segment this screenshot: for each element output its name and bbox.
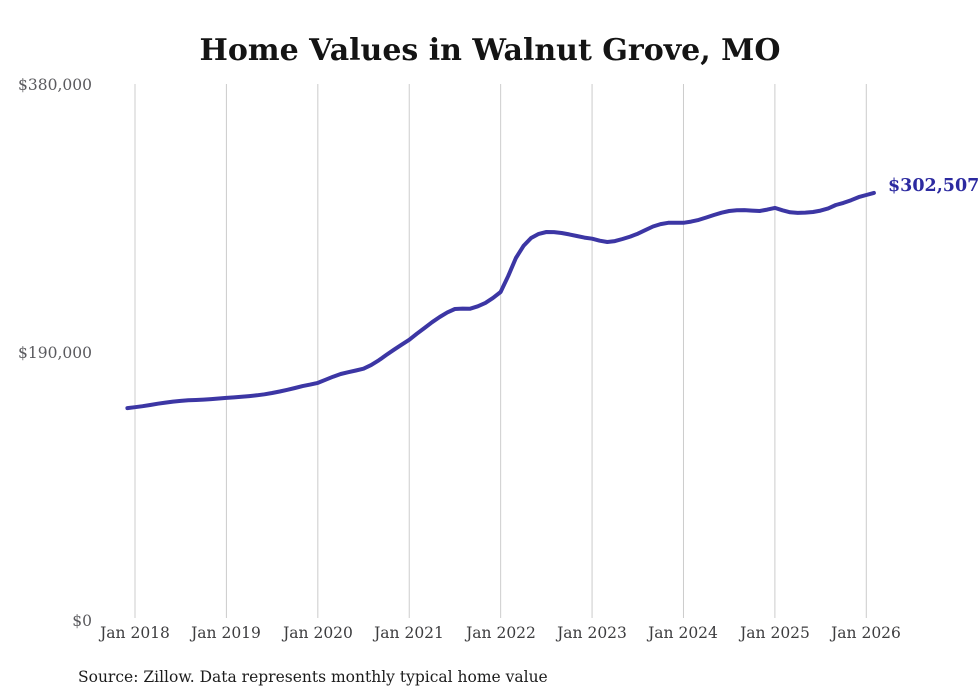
x-axis-tick-2024: Jan 2024 bbox=[648, 624, 718, 642]
y-axis-tick-190000: $190,000 bbox=[18, 344, 92, 362]
x-axis-tick-2025: Jan 2025 bbox=[740, 624, 810, 642]
x-axis-tick-2022: Jan 2022 bbox=[466, 624, 536, 642]
chart-title: Home Values in Walnut Grove, MO bbox=[199, 33, 781, 68]
x-axis-tick-2021: Jan 2021 bbox=[374, 624, 444, 642]
y-axis-tick-0: $0 bbox=[72, 612, 92, 630]
x-axis-tick-2018: Jan 2018 bbox=[100, 624, 170, 642]
x-axis-tick-2019: Jan 2019 bbox=[191, 624, 261, 642]
x-axis-tick-2026: Jan 2026 bbox=[831, 624, 901, 642]
x-axis-tick-2020: Jan 2020 bbox=[283, 624, 353, 642]
home-value-line bbox=[125, 190, 876, 411]
x-axis-tick-2023: Jan 2023 bbox=[557, 624, 627, 642]
source-note: Source: Zillow. Data represents monthly … bbox=[78, 668, 548, 686]
latest-value-label: $302,507 bbox=[888, 176, 980, 196]
y-axis-tick-380000: $380,000 bbox=[18, 76, 92, 94]
